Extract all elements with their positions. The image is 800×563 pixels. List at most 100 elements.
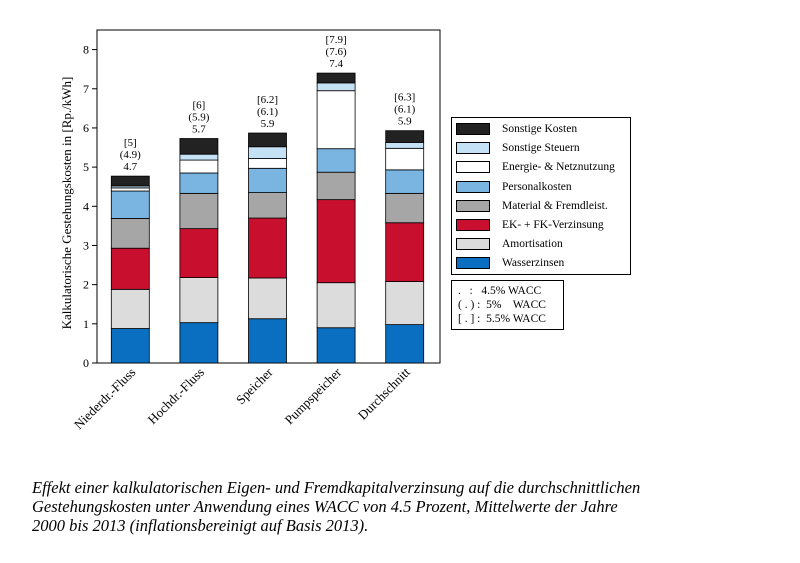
y-tick-label-0: 0 bbox=[83, 356, 89, 370]
y-tick-label-3: 3 bbox=[83, 238, 89, 252]
wacc-legend: . : 4.5% WACC ( . ) : 5% WACC [ . ] : 5.… bbox=[451, 280, 564, 330]
legend-item: Material & Fremdleist. bbox=[456, 198, 608, 214]
legend-swatch bbox=[456, 257, 490, 270]
wacc-row-5-5: [ . ] : 5.5% WACC bbox=[458, 313, 546, 325]
bar-label-2-1: (6.1) bbox=[257, 106, 278, 118]
y-tick-label-5: 5 bbox=[83, 160, 89, 174]
x-label-0: Niederdr.-Fluss bbox=[71, 365, 139, 433]
y-tick-label-4: 4 bbox=[83, 199, 89, 213]
x-label-1: Hochdr.-Fluss bbox=[145, 365, 207, 427]
bar-segment-0-4 bbox=[110, 190, 150, 219]
y-tick-label-1: 1 bbox=[83, 317, 89, 331]
bar-segment-1-6 bbox=[179, 153, 219, 161]
caption-line-2: Gestehungskosten unter Anwendung eines W… bbox=[32, 497, 618, 516]
legend-label: Amortisation bbox=[502, 238, 563, 251]
bar-segment-1-7 bbox=[179, 138, 219, 155]
bar-segment-1-1 bbox=[179, 277, 219, 324]
bar-segment-0-0 bbox=[110, 328, 150, 364]
legend-label: Energie- & Netznutzung bbox=[502, 161, 615, 174]
bar-segment-4-5 bbox=[385, 147, 425, 171]
bar-segment-3-6 bbox=[316, 82, 356, 92]
caption-line-3: 2000 bis 2013 (inflationsbereinigt auf B… bbox=[32, 516, 369, 535]
bar-label-1-1: (5.9) bbox=[188, 112, 209, 124]
legend-item: Sonstige Kosten bbox=[456, 121, 577, 137]
legend-item: EK- + FK-Verzinsung bbox=[456, 217, 604, 233]
bar-total-labels: [5](4.9)4.7[6](5.9)5.7[6.2](6.1)5.9[7.9]… bbox=[120, 34, 416, 173]
bar-label-1-0: [6] bbox=[192, 100, 205, 112]
x-axis-labels: Niederdr.-Fluss Hochdr.-Fluss Speicher Pump… bbox=[71, 364, 413, 432]
wacc-row-5: ( . ) : 5% WACC bbox=[458, 299, 546, 311]
legend-item: Sonstige Steuern bbox=[456, 140, 580, 156]
bar-segment-0-7 bbox=[110, 175, 150, 187]
caption-line-1: Effekt einer kalkulatorischen Eigen- und… bbox=[32, 478, 641, 497]
bar-segment-4-4 bbox=[385, 169, 425, 194]
bar-segment-4-1 bbox=[385, 281, 425, 326]
legend-label: Personalkosten bbox=[502, 180, 572, 193]
bar-label-0-0: [5] bbox=[124, 137, 137, 149]
bar-segment-1-5 bbox=[179, 159, 219, 174]
bar-segment-4-0 bbox=[385, 324, 425, 364]
legend-swatch bbox=[456, 161, 490, 174]
bar-label-1-2: 5.7 bbox=[192, 124, 206, 136]
bar-label-0-2: 4.7 bbox=[123, 161, 137, 173]
bar-segment-3-4 bbox=[316, 148, 356, 173]
bar-segment-0-2 bbox=[110, 247, 150, 290]
bar-segment-0-5 bbox=[110, 187, 150, 192]
legend-swatch bbox=[456, 180, 490, 193]
legend-label: Sonstige Kosten bbox=[502, 123, 578, 135]
bar-segment-4-2 bbox=[385, 222, 425, 282]
figure-caption: Effekt einer kalkulatorischen Eigen- und… bbox=[32, 478, 772, 535]
bar-segment-2-3 bbox=[248, 192, 287, 219]
x-label-2: Speicher bbox=[233, 364, 276, 407]
bar-segment-4-6 bbox=[385, 142, 425, 149]
bar-segment-4-3 bbox=[385, 192, 425, 224]
bar-segment-0-3 bbox=[110, 218, 150, 249]
y-axis-title: Kalkulatorische Gestehungskosten in [Rp.… bbox=[59, 77, 74, 330]
bar-segment-3-5 bbox=[316, 90, 356, 150]
bar-segment-2-4 bbox=[248, 167, 287, 193]
legend-item: Energie- & Netznutzung bbox=[456, 159, 615, 175]
legend-swatch bbox=[456, 123, 490, 135]
bar-segment-1-3 bbox=[179, 192, 219, 230]
bar-segment-1-4 bbox=[179, 172, 219, 194]
bar-segment-4-7 bbox=[385, 130, 425, 143]
y-tick-label-2: 2 bbox=[83, 278, 89, 292]
legend-item: Amortisation bbox=[456, 236, 563, 252]
wacc-row-4-5: . : 4.5% WACC bbox=[458, 285, 542, 297]
y-tick-label-7: 7 bbox=[83, 82, 89, 96]
legend-label: Wasserzinsen bbox=[502, 257, 565, 270]
y-tick-label-8: 8 bbox=[83, 43, 89, 57]
bar-segment-2-1 bbox=[248, 277, 287, 320]
bar-segment-3-0 bbox=[316, 327, 356, 364]
bar-segment-3-3 bbox=[316, 171, 356, 201]
bar-label-3-2: 7.4 bbox=[329, 58, 343, 70]
bar-label-4-2: 5.9 bbox=[398, 116, 412, 128]
bar-label-3-1: (7.6) bbox=[326, 46, 347, 58]
legend-swatch bbox=[456, 238, 490, 251]
bar-label-4-0: [6.3] bbox=[394, 92, 415, 104]
bar-label-2-0: [6.2] bbox=[257, 94, 278, 106]
legend-item: Wasserzinsen bbox=[456, 255, 564, 271]
x-label-4: Durchschnitt bbox=[355, 364, 413, 422]
legend-label: Sonstige Steuern bbox=[502, 142, 580, 155]
bar-segment-2-7 bbox=[248, 132, 287, 148]
bar-segment-2-0 bbox=[248, 318, 287, 364]
legend-swatch bbox=[456, 219, 490, 231]
bar-segment-2-2 bbox=[248, 217, 287, 279]
legend-swatch bbox=[456, 199, 490, 212]
bar-label-2-2: 5.9 bbox=[261, 118, 275, 130]
bar-segment-0-1 bbox=[110, 288, 150, 329]
x-label-3: Pumpspeicher bbox=[282, 364, 345, 427]
legend-item: Personalkosten bbox=[456, 179, 572, 195]
legend-label: Material & Fremdleist. bbox=[502, 199, 608, 212]
chart-legend: Sonstige Kosten Sonstige Steuern Energie- … bbox=[451, 117, 631, 275]
bar-label-4-1: (6.1) bbox=[394, 104, 415, 116]
legend-label: EK- + FK-Verzinsung bbox=[502, 219, 604, 231]
bar-segment-3-2 bbox=[316, 199, 356, 284]
bar-segment-2-5 bbox=[248, 158, 287, 169]
legend-swatch bbox=[456, 142, 490, 155]
bar-segment-3-1 bbox=[316, 282, 356, 329]
bar-segment-1-2 bbox=[179, 228, 219, 278]
bars bbox=[110, 72, 425, 364]
